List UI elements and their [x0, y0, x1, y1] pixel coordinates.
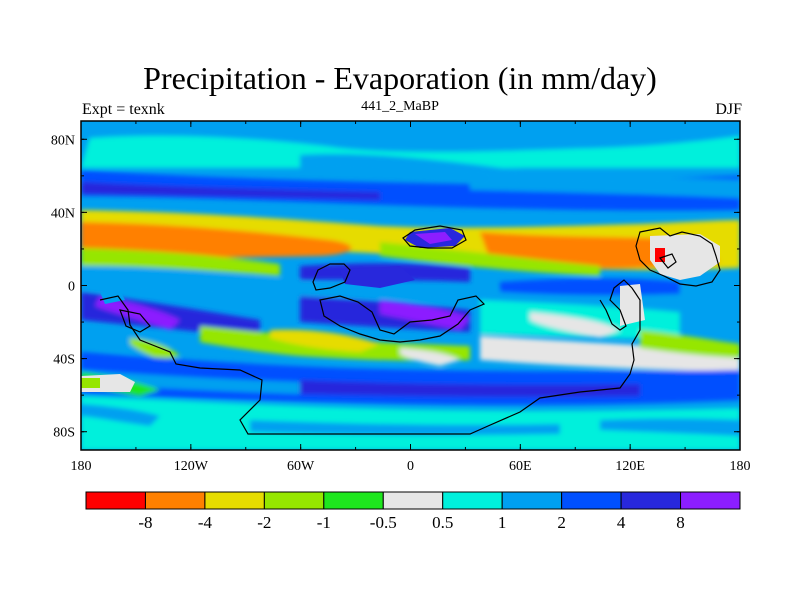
lon-tick-label: 180: [71, 459, 92, 474]
colorbar-swatch: [442, 491, 503, 510]
colorbar-swatch: [204, 491, 265, 510]
colorbar-label: -4: [198, 513, 213, 532]
colorbar-swatch: [620, 491, 682, 510]
colorbar-label: -1: [317, 513, 331, 532]
colorbar-swatch: [323, 491, 384, 510]
precip-evap-field: [81, 121, 740, 450]
colorbar: -8 -4 -2 -1 -0.5 0.5 1 2 4 8: [85, 491, 741, 532]
colorbar-label: 1: [498, 513, 507, 532]
lon-tick-label: 60E: [509, 459, 532, 474]
colorbar-swatch: [263, 491, 325, 510]
axis-ticks: 80N 40N 0 40S 80S 180 120W 60W 0 60E 120E 180: [51, 121, 751, 474]
lon-tick-label: 60W: [287, 459, 315, 474]
band-north-storm: [81, 170, 740, 211]
lat-tick-label: 80S: [53, 426, 75, 441]
colorbar-swatch: [85, 491, 146, 510]
colorbar-swatch: [144, 491, 206, 510]
colorbar-label: 8: [676, 513, 685, 532]
colorbar-label: 0.5: [432, 513, 453, 532]
colorbar-label: 4: [617, 513, 626, 532]
experiment-label: Expt = texnk: [82, 101, 165, 118]
lat-tick-label: 0: [68, 280, 75, 295]
colorbar-label: -0.5: [370, 513, 397, 532]
lon-tick-label: 120W: [174, 459, 209, 474]
lat-tick-label: 40S: [53, 353, 75, 368]
colorbar-swatch: [561, 491, 622, 510]
colorbar-label: -8: [138, 513, 152, 532]
band-antarctic: [81, 396, 740, 450]
lat-tick-label: 80N: [51, 133, 75, 148]
lon-tick-label: 0: [407, 459, 414, 474]
continent-outlines: [99, 225, 721, 435]
lat-tick-label: 40N: [51, 206, 75, 221]
colorbar-label: -2: [257, 513, 271, 532]
plot-title: Precipitation - Evaporation (in mm/day): [143, 60, 657, 96]
lon-tick-label: 120E: [615, 459, 645, 474]
colorbar-swatch: [382, 491, 444, 510]
colorbar-label: 2: [557, 513, 566, 532]
colorbar-swatch: [680, 491, 741, 510]
season-label: DJF: [715, 101, 742, 118]
case-label: 441_2_MaBP: [361, 99, 439, 114]
lon-tick-label: 180: [730, 459, 751, 474]
colorbar-swatch: [501, 491, 563, 510]
